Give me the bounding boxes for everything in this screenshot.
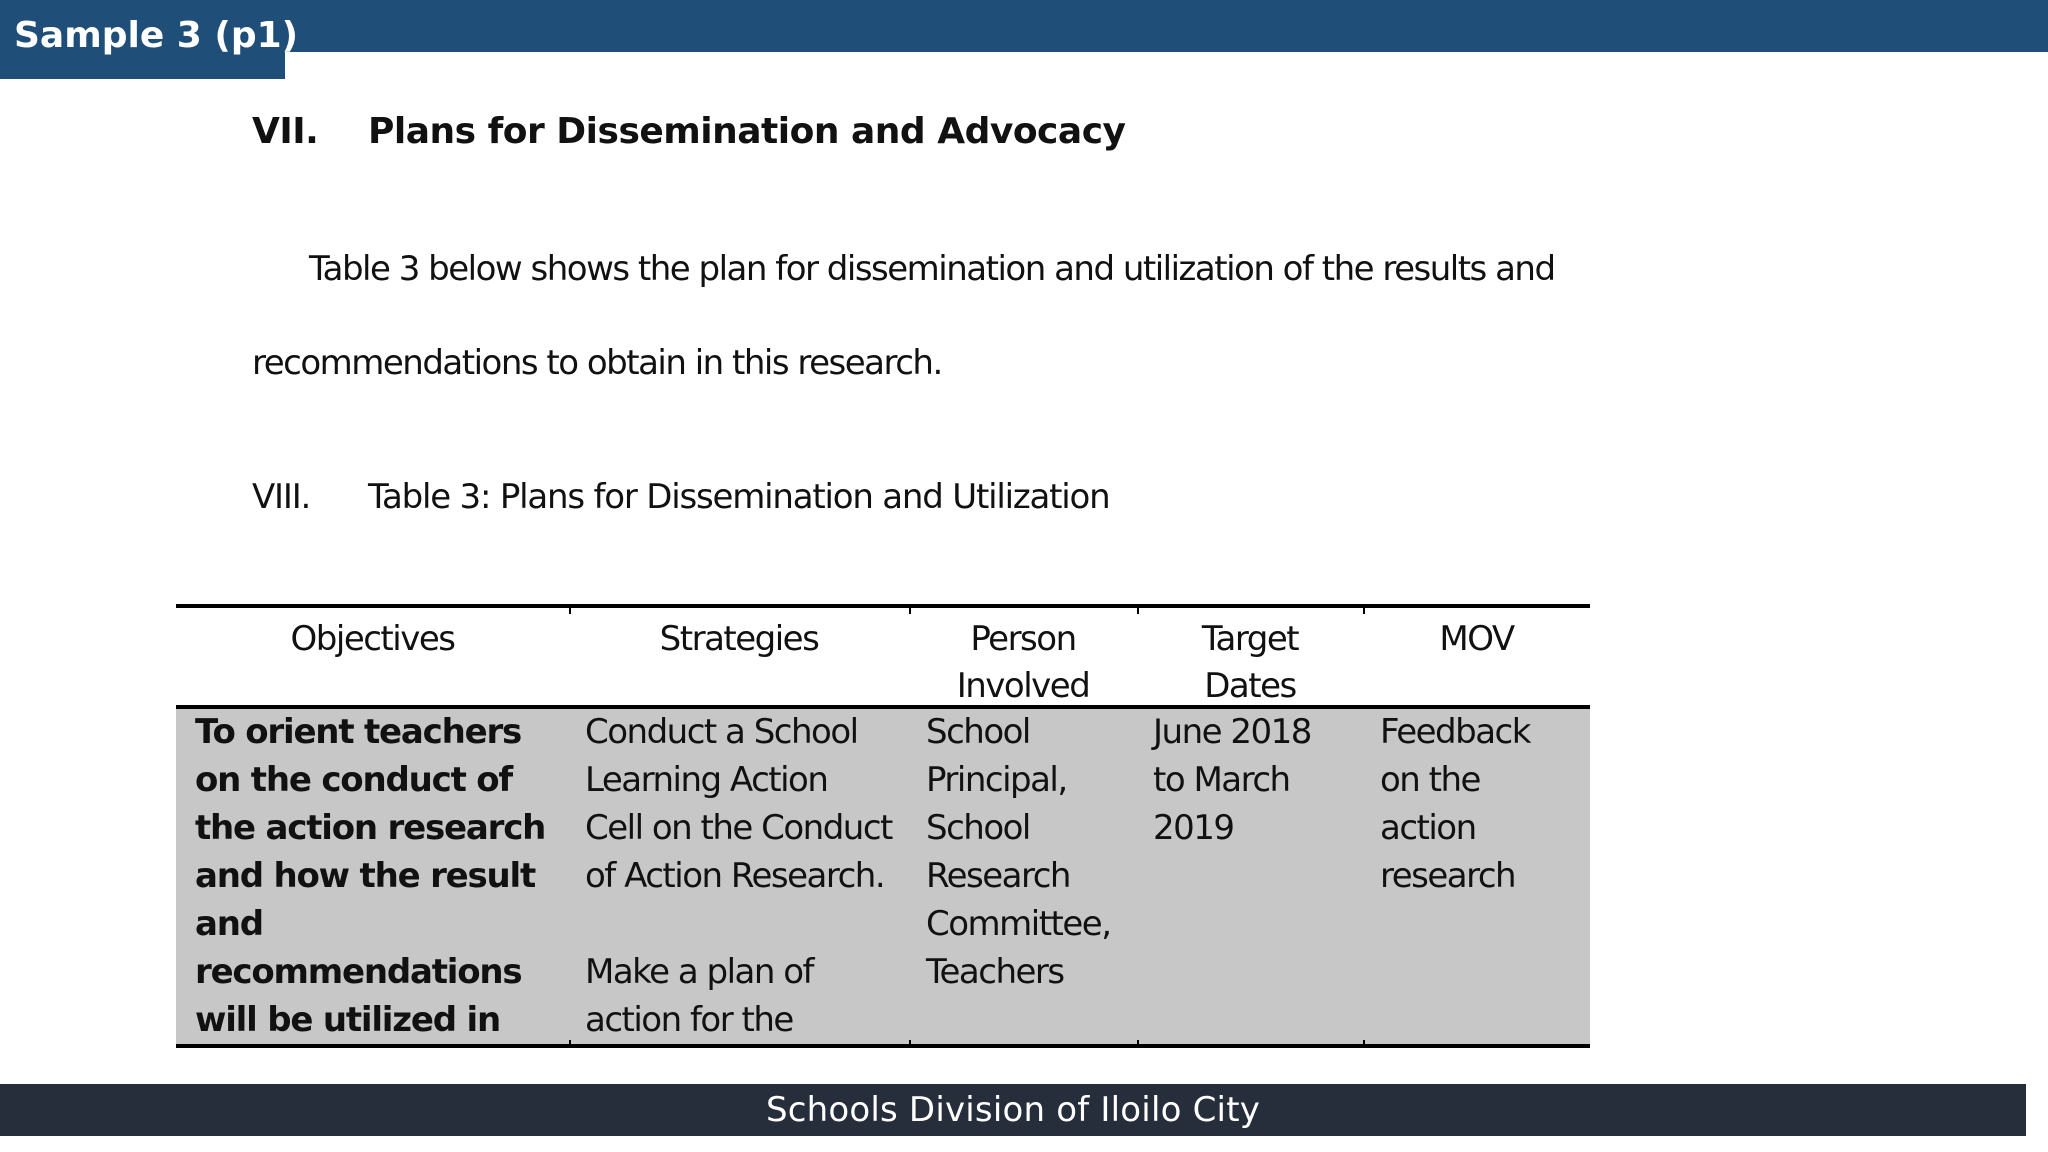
column-divider <box>1137 608 1139 614</box>
sample-tab: Sample 3 (p1) <box>0 0 298 79</box>
table-bottom-rule <box>176 1044 1590 1048</box>
column-divider <box>909 608 911 614</box>
column-divider <box>569 608 571 614</box>
footer-text: Schools Division of Iloilo City <box>765 1090 1261 1130</box>
section-title: Plans for Dissemination and Advocacy <box>368 111 1126 152</box>
table-header-rule <box>176 705 1590 709</box>
header-target-dates: Target Dates <box>1201 619 1300 706</box>
table-number: VIII. <box>252 477 311 517</box>
header-person-involved: Person Involved <box>956 619 1091 706</box>
column-divider <box>1363 608 1365 614</box>
slide-label: Sample 3 (p1) <box>14 15 299 56</box>
cell-mov: Feedback on the action research <box>1380 712 1531 896</box>
section-heading: VII. Plans for Dissemination and Advocacy <box>252 114 1126 150</box>
cell-strategies: Conduct a School Learning Action Cell on… <box>585 712 893 1040</box>
table-row-background <box>176 709 1590 1044</box>
column-divider <box>1363 1040 1365 1046</box>
cell-objectives: To orient teachers on the conduct of the… <box>195 712 546 1040</box>
header-objectives: Objectives <box>290 619 456 659</box>
column-divider <box>569 1040 571 1046</box>
plan-table: Objectives Strategies Person Involved Ta… <box>176 604 1590 1048</box>
column-divider <box>909 1040 911 1046</box>
header-mov: MOV <box>1439 619 1515 659</box>
column-divider <box>1137 1040 1139 1046</box>
header-strategies: Strategies <box>659 619 820 659</box>
section-number: VII. <box>252 111 319 152</box>
table-top-rule <box>176 604 1590 608</box>
table-title: Table 3: Plans for Dissemination and Uti… <box>368 477 1111 517</box>
table-heading: VIII. Table 3: Plans for Dissemination an… <box>252 477 1111 517</box>
cell-person-involved: School Principal, School Research Commit… <box>926 712 1112 992</box>
paragraph-line-1: Table 3 below shows the plan for dissemi… <box>309 249 1556 289</box>
paragraph-line-2: recommendations to obtain in this resear… <box>252 343 943 383</box>
cell-target-dates: June 2018 to March 2019 <box>1153 712 1312 848</box>
footer-bar <box>0 1084 2026 1136</box>
title-bar <box>0 0 2048 52</box>
